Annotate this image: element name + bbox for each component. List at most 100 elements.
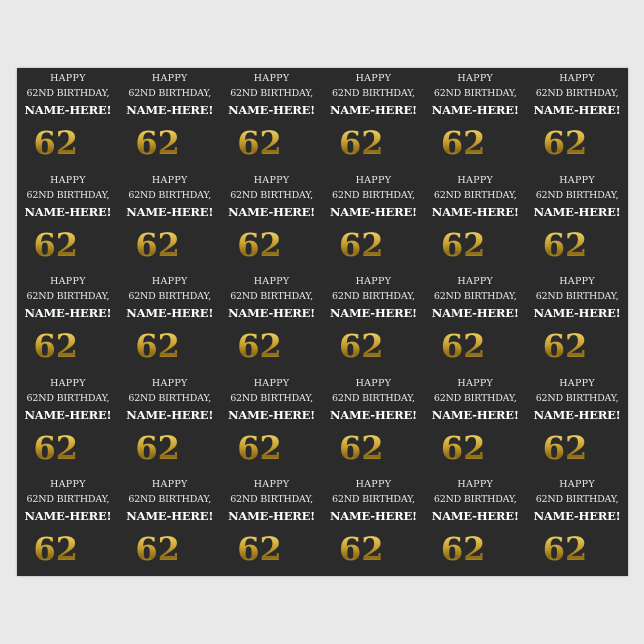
greeting-line: HAPPY [253, 276, 290, 288]
age-number: 62nd [17, 532, 119, 566]
greeting-line: HAPPY [457, 73, 494, 84]
age-suffix: nd [179, 131, 205, 151]
age-digits: 62 [339, 530, 384, 569]
birthday-line: 62ND BIRTHDAY, [128, 88, 212, 99]
pattern-tile: HAPPY 62ND BIRTHDAY, NAME-HERE! 62nd [526, 373, 628, 475]
greeting-line: HAPPY [151, 276, 188, 288]
pattern-tile: HAPPY 62ND BIRTHDAY, NAME-HERE! 62nd [17, 474, 119, 576]
name-line: NAME-HERE! [24, 204, 112, 219]
name-line: NAME-HERE! [126, 103, 214, 117]
name-line: NAME-HERE! [126, 509, 214, 524]
birthday-line: 62ND BIRTHDAY, [26, 88, 110, 99]
age-digits: 62 [542, 225, 588, 264]
age-number: 62nd [221, 532, 323, 566]
name-line: NAME-HERE! [533, 103, 621, 117]
age-number: 62nd [526, 329, 628, 363]
birthday-line: 62ND BIRTHDAY, [332, 494, 415, 506]
age-digits: 62 [339, 124, 384, 162]
age-suffix: nd [587, 334, 612, 355]
age-digits: 62 [237, 225, 282, 264]
pattern-tile: HAPPY 62ND BIRTHDAY, NAME-HERE! 62nd [221, 373, 323, 475]
name-line: NAME-HERE! [126, 407, 214, 422]
age-suffix: nd [485, 232, 510, 253]
age-suffix: nd [281, 232, 306, 253]
birthday-line: 62ND BIRTHDAY, [535, 189, 619, 201]
age-digits: 62 [542, 428, 588, 467]
greeting-line: HAPPY [253, 174, 290, 186]
age-number: 62nd [424, 126, 526, 160]
name-line: NAME-HERE! [24, 407, 112, 422]
age-number: 62nd [323, 228, 425, 262]
pattern-tile: HAPPY 62ND BIRTHDAY, NAME-HERE! 62nd [424, 373, 526, 475]
age-digits: 62 [440, 530, 486, 569]
pattern-tile: HAPPY 62ND BIRTHDAY, NAME-HERE! 62nd [17, 271, 119, 373]
name-line: NAME-HERE! [431, 306, 519, 321]
age-digits: 62 [237, 428, 282, 467]
birthday-line: 62ND BIRTHDAY, [26, 189, 110, 201]
birthday-line: 62ND BIRTHDAY, [230, 494, 313, 506]
greeting-line: HAPPY [151, 73, 188, 84]
name-line: NAME-HERE! [228, 509, 316, 524]
pattern-tile: HAPPY 62ND BIRTHDAY, NAME-HERE! 62nd [526, 170, 628, 272]
age-suffix: nd [383, 334, 408, 355]
pattern-tile: HAPPY 62ND BIRTHDAY, NAME-HERE! 62nd [323, 68, 425, 170]
greeting-line: HAPPY [151, 377, 188, 389]
name-line: NAME-HERE! [329, 306, 417, 321]
birthday-line: 62ND BIRTHDAY, [332, 189, 415, 201]
age-suffix: nd [485, 131, 510, 151]
age-suffix: nd [281, 435, 306, 456]
age-suffix: nd [78, 232, 103, 253]
pattern-tile: HAPPY 62ND BIRTHDAY, NAME-HERE! 62nd [323, 170, 425, 272]
age-number: 62nd [119, 431, 221, 465]
name-line: NAME-HERE! [431, 103, 519, 117]
age-digits: 62 [33, 327, 79, 366]
pattern-tile: HAPPY 62ND BIRTHDAY, NAME-HERE! 62nd [221, 271, 323, 373]
age-number: 62nd [424, 532, 526, 566]
birthday-line: 62ND BIRTHDAY, [433, 494, 517, 506]
greeting-line: HAPPY [355, 377, 392, 389]
age-suffix: nd [587, 537, 612, 558]
name-line: NAME-HERE! [533, 306, 621, 321]
age-number: 62nd [323, 126, 425, 160]
birthday-line: 62ND BIRTHDAY, [26, 291, 110, 303]
pattern-tile: HAPPY 62ND BIRTHDAY, NAME-HERE! 62nd [424, 271, 526, 373]
birthday-line: 62ND BIRTHDAY, [230, 189, 313, 201]
age-suffix: nd [281, 334, 306, 355]
age-number: 62nd [119, 126, 221, 160]
age-number: 62nd [221, 228, 323, 262]
age-suffix: nd [485, 334, 510, 355]
age-suffix: nd [383, 537, 408, 558]
age-digits: 62 [542, 530, 588, 569]
name-line: NAME-HERE! [24, 306, 112, 321]
birthday-line: 62ND BIRTHDAY, [332, 392, 415, 404]
birthday-line: 62ND BIRTHDAY, [332, 291, 415, 303]
age-number: 62nd [119, 228, 221, 262]
name-line: NAME-HERE! [329, 509, 417, 524]
pattern-tile: HAPPY 62ND BIRTHDAY, NAME-HERE! 62nd [221, 68, 323, 170]
age-suffix: nd [179, 537, 205, 558]
greeting-line: HAPPY [559, 479, 595, 491]
greeting-line: HAPPY [50, 479, 86, 491]
age-digits: 62 [542, 124, 588, 162]
greeting-line: HAPPY [559, 377, 595, 389]
age-suffix: nd [383, 131, 408, 151]
age-number: 62nd [17, 126, 119, 160]
birthday-line: 62ND BIRTHDAY, [535, 291, 619, 303]
age-number: 62nd [526, 532, 628, 566]
age-suffix: nd [587, 435, 612, 456]
birthday-line: 62ND BIRTHDAY, [535, 494, 619, 506]
birthday-line: 62ND BIRTHDAY, [230, 291, 313, 303]
age-suffix: nd [78, 131, 103, 151]
age-digits: 62 [33, 225, 79, 264]
greeting-line: HAPPY [50, 174, 86, 186]
name-line: NAME-HERE! [329, 204, 417, 219]
name-line: NAME-HERE! [329, 407, 417, 422]
greeting-line: HAPPY [151, 174, 188, 186]
name-line: NAME-HERE! [228, 407, 316, 422]
name-line: NAME-HERE! [24, 509, 112, 524]
age-number: 62nd [17, 329, 119, 363]
age-digits: 62 [440, 124, 486, 162]
pattern-tile: HAPPY 62ND BIRTHDAY, NAME-HERE! 62nd [526, 474, 628, 576]
name-line: NAME-HERE! [431, 407, 519, 422]
pattern-tile: HAPPY 62ND BIRTHDAY, NAME-HERE! 62nd [323, 474, 425, 576]
